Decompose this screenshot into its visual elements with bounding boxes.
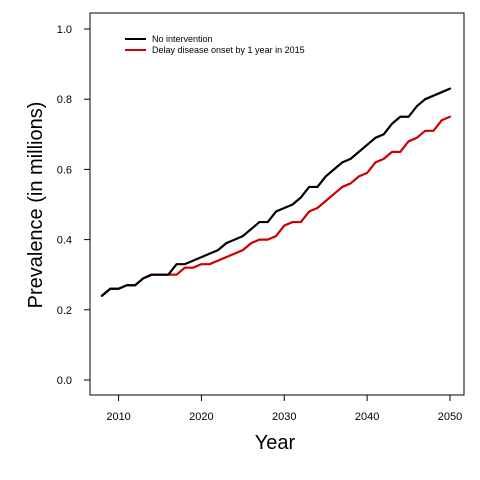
x-axis-title: Year: [255, 432, 296, 454]
legend-label-1: Delay disease onset by 1 year in 2015: [152, 45, 305, 55]
plot-frame: [89, 12, 465, 396]
series-layer: [100, 87, 452, 297]
x-axis: 2010 2020 2030 2040 2050: [106, 395, 462, 423]
x-tick-label: 2050: [438, 411, 462, 423]
x-tick-label: 2020: [189, 411, 213, 423]
series-line-0: [100, 87, 452, 297]
y-tick-label: 0.4: [57, 235, 72, 247]
y-axis: 0.0 0.2 0.4 0.6 0.8 1.0: [57, 24, 90, 387]
x-tick-label: 2030: [272, 411, 296, 423]
series-line-1: [100, 115, 452, 297]
y-tick-label: 0.0: [57, 375, 72, 387]
y-axis-title: Prevalence (in millions): [25, 102, 47, 309]
legend-label-0: No intervention: [152, 34, 213, 44]
x-tick-label: 2040: [355, 411, 379, 423]
y-tick-label: 0.8: [57, 94, 72, 106]
y-tick-label: 0.6: [57, 164, 72, 176]
x-tick-label: 2010: [106, 411, 130, 423]
y-tick-label: 1.0: [57, 24, 72, 36]
y-tick-label: 0.2: [57, 305, 72, 317]
